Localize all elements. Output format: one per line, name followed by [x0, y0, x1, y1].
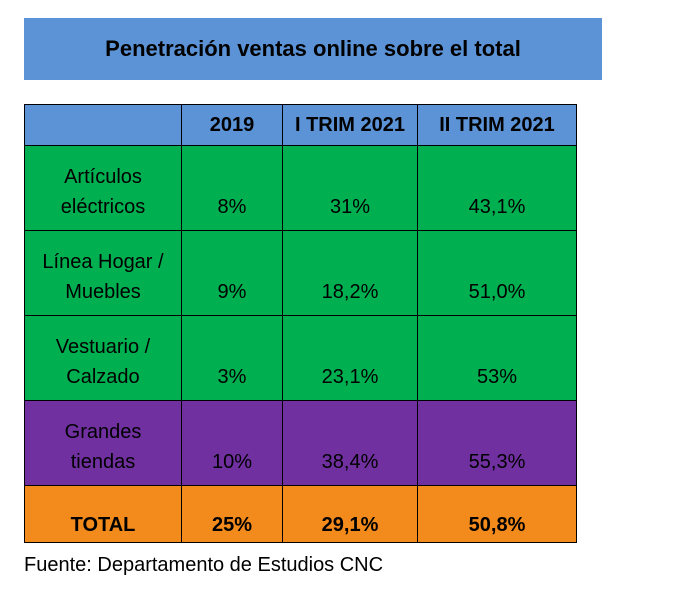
source-note: Fuente: Departamento de Estudios CNC	[24, 554, 384, 576]
header-cell-2019: 2019	[181, 104, 283, 146]
table-cell: 9%	[181, 230, 283, 316]
table-cell: 25%	[181, 485, 283, 543]
row-label: Artículos eléctricos	[24, 145, 182, 231]
table-cell: 10%	[181, 400, 283, 486]
row-label: Línea Hogar / Muebles	[24, 230, 182, 316]
row-label: Grandes tiendas	[24, 400, 182, 486]
table-cell: 8%	[181, 145, 283, 231]
table-row: Línea Hogar / Muebles 9% 18,2% 51,0%	[24, 230, 577, 316]
table-cell: 50,8%	[417, 485, 577, 543]
penetration-table: 2019 I TRIM 2021 II TRIM 2021 Artículos …	[24, 104, 577, 543]
table-row: Grandes tiendas 10% 38,4% 55,3%	[24, 400, 577, 486]
row-label: TOTAL	[24, 485, 182, 543]
table-cell: 55,3%	[417, 400, 577, 486]
table-row-total: TOTAL 25% 29,1% 50,8%	[24, 485, 577, 543]
table-header-row: 2019 I TRIM 2021 II TRIM 2021	[24, 104, 577, 146]
page-title: Penetración ventas online sobre el total	[105, 36, 521, 61]
header-cell-ii-trim-2021: II TRIM 2021	[417, 104, 577, 146]
table-cell: 51,0%	[417, 230, 577, 316]
table-cell: 29,1%	[282, 485, 418, 543]
header-cell-i-trim-2021: I TRIM 2021	[282, 104, 418, 146]
table-cell: 43,1%	[417, 145, 577, 231]
table-cell: 38,4%	[282, 400, 418, 486]
row-label: Vestuario / Calzado	[24, 315, 182, 401]
table-cell: 23,1%	[282, 315, 418, 401]
table-cell: 18,2%	[282, 230, 418, 316]
title-banner: Penetración ventas online sobre el total	[24, 18, 602, 80]
table-cell: 31%	[282, 145, 418, 231]
table-cell: 3%	[181, 315, 283, 401]
table-row: Vestuario / Calzado 3% 23,1% 53%	[24, 315, 577, 401]
table-cell: 53%	[417, 315, 577, 401]
table-row: Artículos eléctricos 8% 31% 43,1%	[24, 145, 577, 231]
header-cell-empty	[24, 104, 182, 146]
